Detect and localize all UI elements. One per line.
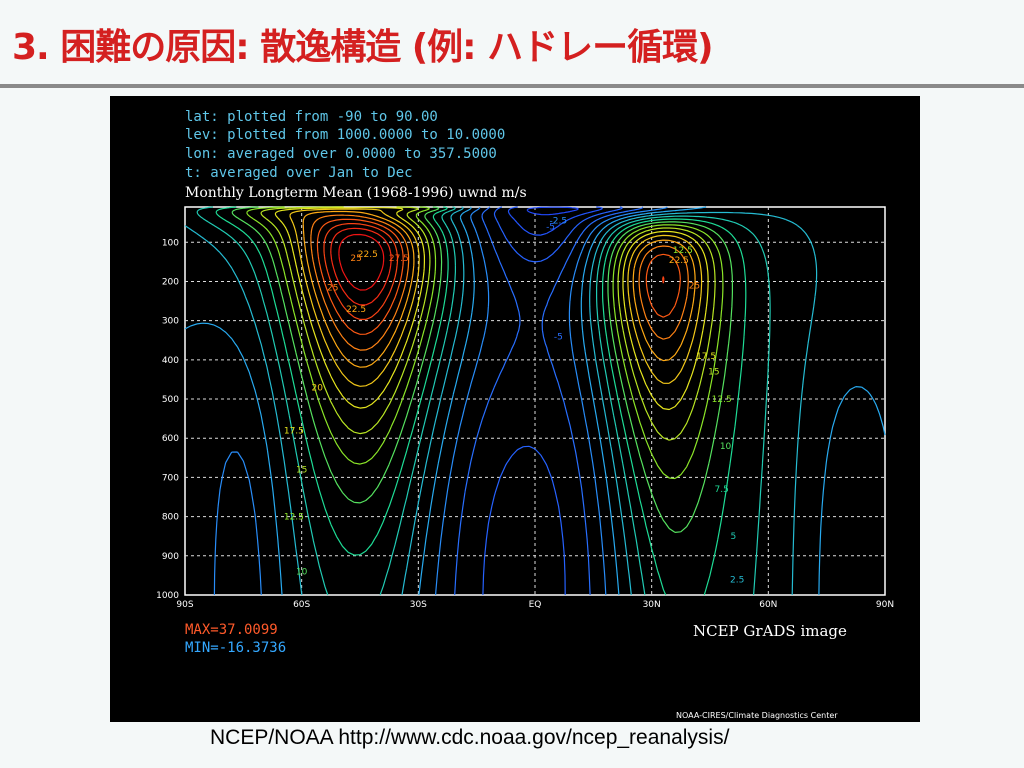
contour-label: -5: [554, 332, 563, 342]
contour-line: [215, 206, 747, 596]
contour-label: 25: [350, 254, 361, 264]
max-label: MAX=37.0099: [185, 622, 278, 638]
contour-label: 2.5: [730, 575, 744, 585]
contour-line: [213, 206, 668, 596]
plot-subtitle: Monthly Longterm Mean (1968-1996) uwnd m…: [185, 185, 527, 201]
header-lev-line: lev: plotted from 1000.0000 to 10.0000: [185, 127, 505, 143]
grads-credit: NCEP GrADS image: [693, 622, 847, 640]
x-tick-label: 90S: [176, 600, 193, 610]
contour-label: 12.5: [284, 513, 304, 523]
contour-label: 5: [730, 532, 736, 542]
contour-label: 10: [296, 567, 308, 577]
y-tick-label: 900: [162, 552, 179, 562]
contour-line: [482, 206, 623, 596]
contour-label: 20: [311, 383, 323, 393]
contour-line: [310, 214, 689, 351]
contour-line: [274, 207, 709, 411]
contour-line: [526, 206, 579, 216]
contour-line: [246, 206, 724, 480]
x-tick-label: 60N: [759, 600, 777, 610]
y-tick-label: 600: [162, 434, 179, 444]
gridlines: [185, 207, 885, 595]
y-tick-label: 800: [162, 513, 179, 523]
contour-label: 22.5: [669, 256, 689, 266]
plot-background: [110, 96, 920, 722]
y-tick-label: 400: [162, 356, 179, 366]
contour-line: [184, 206, 886, 596]
contour-line: [330, 227, 392, 306]
contour-plot-canvas: lat: plotted from -90 to 90.00 lev: plot…: [110, 96, 920, 722]
contour-label: 17.5: [284, 426, 304, 436]
header-time-line: t: averaged over Jan to Dec: [185, 165, 413, 181]
contour-label: 15: [296, 466, 307, 476]
contour-lines: [184, 206, 886, 596]
contour-label: 12.5: [712, 395, 732, 405]
contour-line: [323, 223, 665, 320]
title-divider: [0, 84, 1024, 88]
contour-line: [260, 206, 716, 441]
contour-line: [302, 210, 696, 368]
cdc-credit: NOAA-CIRES/Climate Diagnostics Center: [676, 711, 838, 720]
plot-area: 22.525 27.52522.52017.51512.51012.522.525…: [156, 206, 894, 610]
y-tick-label: 1000: [156, 591, 179, 601]
source-note: NCEP/NOAA http://www.cdc.noaa.gov/ncep_r…: [210, 726, 730, 749]
contour-label: 10: [720, 442, 732, 452]
contour-line: [338, 233, 385, 291]
slide-title: 3. 困難の原因: 散逸構造 (例: ハドレー循環): [12, 27, 714, 68]
contour-label: 22.5: [346, 305, 366, 315]
contour-line: [454, 206, 644, 596]
x-tick-label: 30S: [410, 600, 427, 610]
x-axis-ticks: 90S 60S 30S EQ 30N 60N 90N: [176, 600, 894, 610]
header-lat-line: lat: plotted from -90 to 90.00: [185, 109, 438, 125]
y-tick-label: 300: [162, 317, 179, 327]
contour-label: 25: [327, 283, 338, 293]
contour-label: 12.5: [673, 246, 693, 256]
x-tick-label: 30N: [643, 600, 661, 610]
contour-label: -2.5: [550, 217, 568, 227]
contour-label: 17.5: [696, 352, 716, 362]
contour-label: 15: [708, 368, 719, 378]
contour-line: [289, 208, 703, 387]
x-tick-label: EQ: [529, 600, 542, 610]
header-lon-line: lon: averaged over 0.0000 to 357.5000: [185, 146, 497, 162]
contour-label: 22.5: [358, 250, 378, 260]
y-tick-label: 200: [162, 277, 179, 287]
min-label: MIN=-16.3736: [185, 640, 286, 656]
x-tick-label: 90N: [876, 600, 894, 610]
y-tick-label: 500: [162, 395, 179, 405]
contour-line: [184, 206, 818, 596]
contour-line: [231, 206, 733, 533]
contour-label: 7.5: [715, 485, 729, 495]
y-tick-label: 100: [162, 238, 179, 248]
contour-labels: 22.525 27.52522.52017.51512.51012.522.525…: [284, 217, 745, 586]
contour-label: 25: [689, 281, 700, 291]
contour-line: [316, 218, 681, 335]
contour-line: [196, 206, 771, 596]
x-tick-label: 60S: [293, 600, 310, 610]
contour-line: [507, 206, 603, 236]
contour-plot: lat: plotted from -90 to 90.00 lev: plot…: [110, 96, 920, 722]
y-axis-ticks: 100 200 300 400 500 600 700 800 900 1000: [156, 238, 179, 601]
y-tick-label: 700: [162, 473, 179, 483]
contour-label: 27.5: [389, 254, 409, 264]
contour-label: -5: [546, 223, 555, 233]
